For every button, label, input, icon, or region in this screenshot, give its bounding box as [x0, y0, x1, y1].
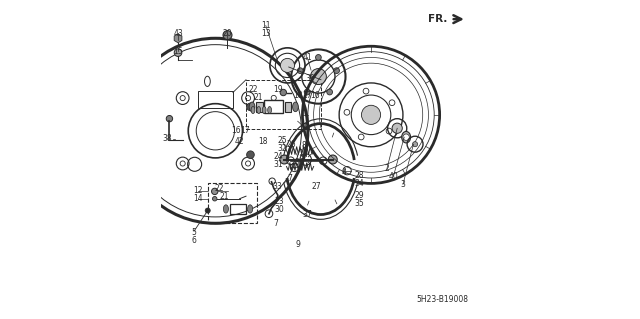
Ellipse shape: [292, 102, 298, 112]
Text: 21: 21: [220, 192, 229, 201]
Text: 36: 36: [294, 158, 304, 167]
Text: 35: 35: [354, 199, 364, 208]
Circle shape: [246, 103, 254, 111]
Circle shape: [166, 115, 173, 122]
Text: 39: 39: [305, 74, 315, 83]
Text: 28: 28: [354, 171, 364, 180]
Text: 32: 32: [278, 144, 287, 153]
Text: 9: 9: [295, 241, 300, 249]
Ellipse shape: [257, 107, 260, 114]
Text: 34: 34: [354, 179, 364, 188]
Circle shape: [223, 31, 232, 40]
Text: 22: 22: [215, 184, 224, 193]
Text: 21: 21: [253, 93, 262, 102]
Text: 29: 29: [354, 191, 364, 200]
Ellipse shape: [249, 102, 255, 112]
Ellipse shape: [251, 107, 255, 114]
Text: 33: 33: [272, 182, 282, 191]
Text: 25: 25: [278, 136, 287, 145]
Text: 23: 23: [275, 197, 284, 206]
Text: 12: 12: [193, 186, 203, 195]
Text: 26: 26: [287, 140, 296, 149]
Text: 1: 1: [302, 123, 307, 132]
Circle shape: [403, 134, 410, 140]
Bar: [230, 204, 246, 214]
Text: 11: 11: [261, 21, 271, 30]
Circle shape: [362, 105, 381, 124]
Bar: [208, 183, 257, 223]
Ellipse shape: [268, 107, 271, 114]
Text: 17: 17: [303, 91, 312, 100]
Text: 19: 19: [273, 85, 283, 94]
Text: 3: 3: [401, 180, 405, 189]
Ellipse shape: [262, 107, 266, 114]
Text: 16: 16: [310, 91, 320, 100]
Text: 5: 5: [191, 228, 196, 237]
Text: 37: 37: [302, 210, 312, 219]
Text: 4: 4: [342, 168, 346, 177]
Circle shape: [310, 69, 326, 85]
Text: 5H23-B19008: 5H23-B19008: [417, 295, 468, 304]
Text: 31: 31: [274, 160, 284, 169]
Circle shape: [205, 208, 211, 213]
Circle shape: [246, 151, 254, 159]
Text: FR.: FR.: [428, 14, 447, 24]
Text: 18: 18: [258, 137, 268, 146]
Text: 43: 43: [173, 29, 183, 38]
Text: 24: 24: [274, 152, 284, 161]
Circle shape: [328, 155, 337, 164]
Circle shape: [316, 55, 321, 60]
Text: 2: 2: [385, 164, 389, 173]
Text: 8: 8: [301, 141, 306, 150]
Text: 7: 7: [287, 174, 292, 183]
Circle shape: [280, 89, 287, 96]
Circle shape: [327, 89, 333, 95]
Bar: [198, 91, 233, 108]
Text: 20: 20: [223, 29, 232, 38]
Text: 41: 41: [303, 53, 312, 62]
Circle shape: [212, 197, 217, 201]
Bar: [285, 102, 291, 112]
Text: 16: 16: [232, 126, 241, 135]
Circle shape: [174, 49, 182, 56]
Text: 22: 22: [248, 85, 258, 94]
Text: 42: 42: [235, 137, 244, 146]
Circle shape: [413, 142, 418, 147]
Text: 40: 40: [388, 172, 398, 181]
Ellipse shape: [402, 131, 411, 143]
Ellipse shape: [223, 205, 228, 213]
Bar: [246, 80, 321, 129]
Text: 10: 10: [299, 149, 308, 158]
Text: 17: 17: [240, 126, 250, 135]
Bar: [256, 102, 262, 112]
Text: 30: 30: [275, 205, 284, 214]
Text: 7: 7: [273, 219, 278, 228]
Circle shape: [392, 123, 403, 133]
Text: 14: 14: [193, 194, 203, 203]
Circle shape: [298, 68, 303, 73]
Text: 38: 38: [163, 134, 172, 143]
Bar: [264, 100, 284, 113]
Circle shape: [333, 68, 339, 73]
Text: 13: 13: [261, 29, 271, 38]
Text: 15: 15: [173, 47, 183, 56]
Circle shape: [212, 188, 218, 195]
Circle shape: [304, 89, 310, 95]
Ellipse shape: [248, 205, 253, 213]
Text: 6: 6: [191, 236, 196, 245]
Text: 18: 18: [293, 91, 303, 100]
Circle shape: [280, 58, 294, 72]
Circle shape: [280, 155, 289, 164]
Text: 27: 27: [312, 182, 322, 191]
